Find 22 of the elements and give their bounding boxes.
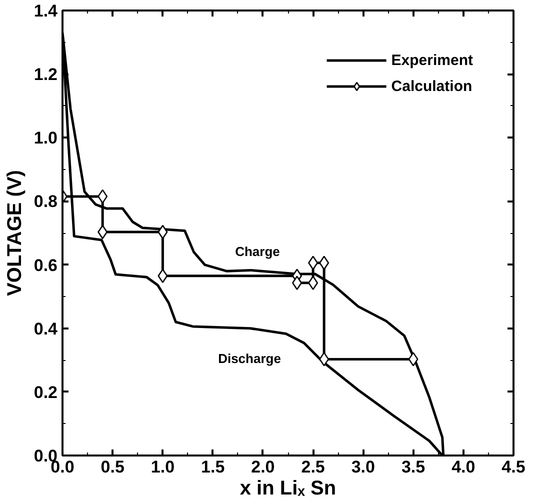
annotation: Charge [235, 244, 280, 259]
x-tick-label: 4.0 [452, 458, 476, 476]
x-tick-label: 4.5 [502, 458, 526, 476]
x-axis-title: x in Liₓ Sn [240, 478, 336, 500]
legend-label: Calculation [391, 78, 472, 94]
x-tick-label: 1.5 [201, 458, 225, 476]
x-tick-label: 0.5 [100, 458, 124, 476]
legend-label: Experiment [391, 52, 473, 68]
x-tick-label: 1.0 [150, 458, 175, 476]
y-tick-label: 0.2 [34, 382, 58, 402]
y-tick-label: 0.4 [34, 319, 58, 338]
y-tick-label: 0.8 [34, 192, 58, 212]
y-axis-title: VOLTAGE (V) [4, 170, 26, 296]
x-tick-label: 2.0 [251, 458, 275, 476]
y-tick-label: 1.2 [34, 65, 58, 84]
y-tick-label: 1.0 [34, 128, 58, 148]
x-tick-label: 2.5 [301, 458, 325, 476]
y-tick-label: 1.4 [34, 2, 58, 20]
annotation: Discharge [218, 351, 281, 366]
y-tick-label: 0.6 [34, 256, 58, 275]
x-tick-label: 3.0 [351, 458, 375, 476]
x-tick-label: 3.5 [401, 458, 426, 476]
